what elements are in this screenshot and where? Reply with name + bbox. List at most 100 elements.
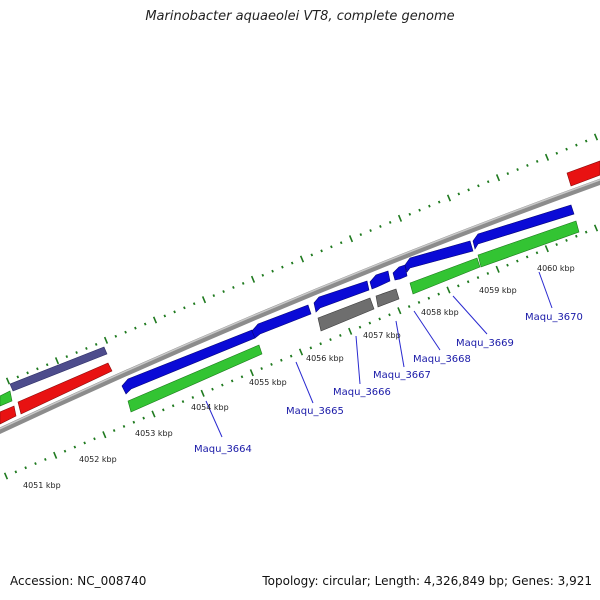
scale-tick	[544, 153, 550, 161]
scale-tick	[339, 241, 343, 245]
gene-label-maqu-3666[interactable]: Maqu_3666	[333, 387, 391, 398]
gene-label-maqu-3664[interactable]: Maqu_3664	[194, 444, 252, 455]
scale-labels: 4051 kbp 4052 kbp 4053 kbp 4054 kbp 4055…	[23, 264, 575, 490]
scale-tick	[379, 225, 382, 228]
gene-label-maqu-3668[interactable]: Maqu_3668	[413, 354, 471, 365]
scale-label: 4059 kbp	[479, 286, 517, 295]
feature-red-right[interactable]	[566, 160, 600, 187]
scale-tick	[477, 184, 480, 188]
scale-tick	[565, 238, 568, 242]
feature-maqu-3670-reverse[interactable]	[477, 220, 580, 268]
scale-tick	[281, 265, 284, 269]
scale-tick	[593, 224, 599, 232]
scale-tick	[134, 326, 137, 330]
reverse-strand-features	[0, 220, 580, 425]
scale-tick	[495, 265, 500, 273]
scale-tick	[299, 255, 305, 263]
feature-slate[interactable]	[9, 346, 108, 392]
scale-tick	[407, 305, 411, 308]
scale-tick	[191, 396, 195, 399]
scale-tick	[171, 404, 175, 408]
scale-tick	[122, 424, 126, 428]
scale-tick	[53, 451, 58, 459]
scale-tick	[584, 139, 588, 143]
scale-tick	[124, 330, 127, 334]
scale-tick	[222, 290, 225, 293]
scale-tick	[44, 458, 47, 461]
feature-maqu-3665-forward[interactable]	[251, 304, 312, 339]
scale-tick	[397, 214, 403, 222]
feature-maqu-3669[interactable]	[404, 240, 474, 273]
map-title: Marinobacter aquaeolei VT8, complete gen…	[145, 9, 455, 24]
scale-tick	[359, 233, 363, 237]
scale-tick	[290, 261, 294, 265]
chromosome-backbone	[0, 178, 600, 434]
feature-maqu-3666[interactable]	[313, 280, 370, 313]
scale-label: 4051 kbp	[23, 481, 61, 490]
scale-tick	[36, 367, 39, 371]
scale-label: 4056 kbp	[306, 354, 344, 363]
scale-label: 4053 kbp	[135, 429, 173, 438]
scale-tick	[240, 375, 244, 379]
gene-labels: Maqu_3664 Maqu_3665 Maqu_3666 Maqu_3667 …	[194, 312, 583, 455]
gene-label-maqu-3669[interactable]: Maqu_3669	[456, 338, 514, 349]
inner-tick-track	[3, 224, 599, 480]
scale-tick	[466, 280, 470, 284]
gene-label-maqu-3670[interactable]: Maqu_3670	[525, 312, 583, 323]
scale-tick	[516, 259, 519, 263]
gene-label-maqu-3667[interactable]: Maqu_3667	[373, 370, 431, 381]
leader-line	[538, 271, 553, 309]
feature-red-left[interactable]	[17, 362, 113, 415]
scale-tick	[249, 369, 254, 377]
scale-label: 4055 kbp	[249, 378, 287, 387]
scale-tick	[152, 316, 158, 324]
scale-tick	[348, 327, 353, 335]
scale-tick	[319, 342, 322, 346]
scale-tick	[261, 273, 265, 277]
scale-tick	[54, 357, 60, 365]
scale-tick	[467, 188, 470, 192]
scale-tick	[45, 363, 49, 367]
leader-line	[413, 310, 441, 351]
scale-tick	[192, 302, 196, 306]
scale-tick	[112, 429, 116, 432]
scale-tick	[230, 379, 234, 383]
scale-label: 4054 kbp	[191, 403, 229, 412]
scale-tick	[457, 284, 460, 288]
scale-tick	[94, 342, 98, 346]
scale-tick	[397, 307, 402, 315]
scale-tick	[34, 462, 37, 466]
feature-maqu-3664-reverse[interactable]	[127, 344, 263, 413]
scale-tick	[114, 334, 118, 338]
scale-tick	[75, 351, 78, 354]
feature-pseudo-1[interactable]	[317, 297, 375, 332]
feature-maqu-3669-reverse[interactable]	[409, 257, 481, 295]
leader-line	[395, 320, 405, 368]
leader-line	[205, 400, 223, 438]
gene-label-maqu-3665[interactable]: Maqu_3665	[286, 406, 344, 417]
scale-label: 4058 kbp	[421, 308, 459, 317]
scale-tick	[310, 253, 314, 257]
scale-tick	[388, 313, 391, 317]
scale-tick	[270, 362, 273, 366]
scale-tick	[65, 355, 69, 359]
scale-tick	[378, 317, 381, 321]
scale-tick	[593, 133, 599, 141]
scale-tick	[5, 377, 11, 385]
scale-tick	[73, 445, 77, 449]
feature-maqu-3667[interactable]	[369, 270, 391, 290]
scale-tick	[183, 306, 186, 310]
feature-red-edge[interactable]	[0, 405, 17, 425]
feature-maqu-3668[interactable]	[392, 264, 408, 281]
scale-tick	[446, 194, 452, 202]
scale-tick	[516, 168, 519, 171]
scale-tick	[26, 371, 29, 375]
feature-green-edge[interactable]	[0, 390, 13, 407]
feature-maqu-3670[interactable]	[472, 204, 575, 250]
scale-tick	[329, 338, 332, 342]
scale-tick	[476, 276, 480, 280]
scale-tick	[486, 180, 490, 184]
scale-tick	[555, 243, 558, 246]
scale-tick	[525, 255, 529, 259]
feature-pseudo-2[interactable]	[375, 288, 400, 308]
